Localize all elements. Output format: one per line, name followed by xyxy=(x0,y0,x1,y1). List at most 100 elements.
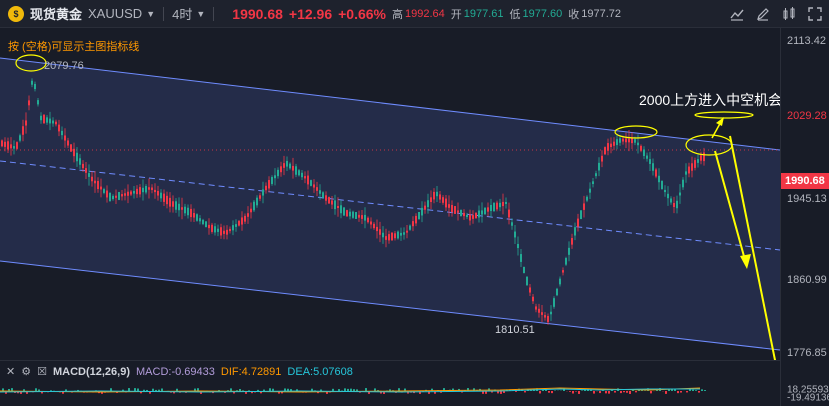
macd-bar xyxy=(680,391,682,393)
candle-body xyxy=(448,204,450,208)
macd-bar xyxy=(11,388,13,391)
macd-bar xyxy=(701,389,703,391)
timeframe-selector[interactable]: 4时 xyxy=(172,7,193,22)
candle-body xyxy=(397,231,399,239)
candle-body xyxy=(613,141,615,146)
macd-bar xyxy=(8,389,10,391)
candle-body xyxy=(703,152,705,162)
candle-body xyxy=(46,117,48,123)
candle-body xyxy=(511,222,513,226)
candle-body xyxy=(619,138,621,143)
macd-bar xyxy=(398,388,400,391)
gold-coin-icon[interactable]: $ xyxy=(8,5,24,22)
candle-body xyxy=(679,192,681,196)
macd-bar xyxy=(551,391,553,394)
low-price-label: 1810.51 xyxy=(495,324,535,336)
candle-body xyxy=(70,144,72,152)
candle-body xyxy=(154,189,156,193)
macd-bar xyxy=(428,391,430,394)
candle-body xyxy=(388,234,390,241)
candle-body xyxy=(100,186,102,190)
candle-body xyxy=(262,189,264,196)
channel-upper-line[interactable] xyxy=(0,57,780,151)
candle-body xyxy=(10,144,12,149)
macd-bar xyxy=(20,391,22,394)
candle-body xyxy=(469,214,471,221)
projection-arrow-short[interactable] xyxy=(714,150,746,261)
candle-body xyxy=(31,80,33,85)
symbol-code[interactable]: XAUUSD xyxy=(88,6,143,21)
macd-bar xyxy=(257,389,259,391)
candle-body xyxy=(58,124,60,132)
price-axis[interactable]: 2113.42 2029.28 1990.68 1945.13 1860.99 … xyxy=(780,28,829,406)
macd-bar xyxy=(602,390,604,391)
candle-body xyxy=(301,172,303,178)
macd-bar xyxy=(365,388,367,391)
candle-body xyxy=(196,214,198,221)
candle-body xyxy=(466,214,468,218)
fullscreen-icon[interactable] xyxy=(805,4,825,24)
macd-bar xyxy=(62,391,64,394)
candle-body xyxy=(370,221,372,225)
macd-bar xyxy=(26,391,28,394)
macd-bar xyxy=(698,391,700,393)
price-chart[interactable] xyxy=(0,28,780,360)
candle-body xyxy=(412,221,414,227)
target-circle-annotation[interactable] xyxy=(694,111,754,119)
macd-bar xyxy=(143,389,145,391)
candle-body xyxy=(166,195,168,205)
candle-body xyxy=(349,211,351,217)
macd-bar xyxy=(548,391,550,393)
collapse-icon[interactable]: ✕ xyxy=(6,366,16,378)
candle-body xyxy=(685,171,687,175)
open-label: 开 xyxy=(450,8,462,21)
settings-icon[interactable]: ⚙ xyxy=(21,366,32,378)
candle-body xyxy=(535,306,537,310)
candle-body xyxy=(688,166,690,174)
candle-body xyxy=(88,173,90,177)
candle-body xyxy=(553,298,555,307)
candle-body xyxy=(346,210,348,217)
macd-bar xyxy=(500,391,502,394)
candle-body xyxy=(322,192,324,198)
candle-body xyxy=(505,201,507,205)
macd-bar xyxy=(419,391,421,394)
candle-body xyxy=(298,170,300,176)
macd-bar xyxy=(140,391,142,394)
chart-type-icon[interactable] xyxy=(727,4,747,24)
close-label: 收 xyxy=(568,8,580,21)
channel-mid-line[interactable] xyxy=(0,160,780,251)
candle-body xyxy=(13,146,15,149)
double-top-circle-annotation[interactable] xyxy=(614,125,658,139)
symbol-name[interactable]: 现货黄金 xyxy=(30,7,83,22)
regression-channel[interactable] xyxy=(0,58,780,350)
macd-name: MACD(12,26,9) xyxy=(52,365,130,378)
candle-body xyxy=(580,210,582,220)
candle-body xyxy=(544,315,546,318)
macd-bar xyxy=(338,389,340,391)
macd-bar xyxy=(353,389,355,391)
candle-body xyxy=(442,197,444,203)
candle-body xyxy=(646,155,648,159)
candle-body xyxy=(295,166,297,175)
macd-bar xyxy=(524,391,526,393)
macd-bar xyxy=(434,391,436,394)
macd-bar xyxy=(194,388,196,391)
candle-body xyxy=(271,177,273,184)
projection-arrow-long[interactable] xyxy=(729,135,779,360)
candle-body xyxy=(496,202,498,210)
candle-body xyxy=(286,160,288,167)
indicator-icon[interactable] xyxy=(779,4,799,24)
candle-body xyxy=(691,163,693,171)
symbol-dropdown-icon[interactable]: ▼ xyxy=(146,8,156,19)
price-tick: 2113.42 xyxy=(787,35,826,47)
high-circle-annotation[interactable] xyxy=(15,54,47,72)
close-icon[interactable]: ☒ xyxy=(37,366,47,378)
macd-panel[interactable]: ✕ ⚙ ☒ MACD(12,26,9) MACD:-0.69433 DIF:4.… xyxy=(0,360,780,406)
timeframe-dropdown-icon[interactable]: ▼ xyxy=(196,8,206,19)
draw-icon[interactable] xyxy=(753,4,773,24)
channel-lower-line[interactable] xyxy=(0,260,780,351)
indicator-hint[interactable]: 按 (空格)可显示主图指标线 xyxy=(8,41,140,53)
macd-axis-tick: 18.25593 xyxy=(787,384,829,396)
macd-bar xyxy=(287,388,289,391)
